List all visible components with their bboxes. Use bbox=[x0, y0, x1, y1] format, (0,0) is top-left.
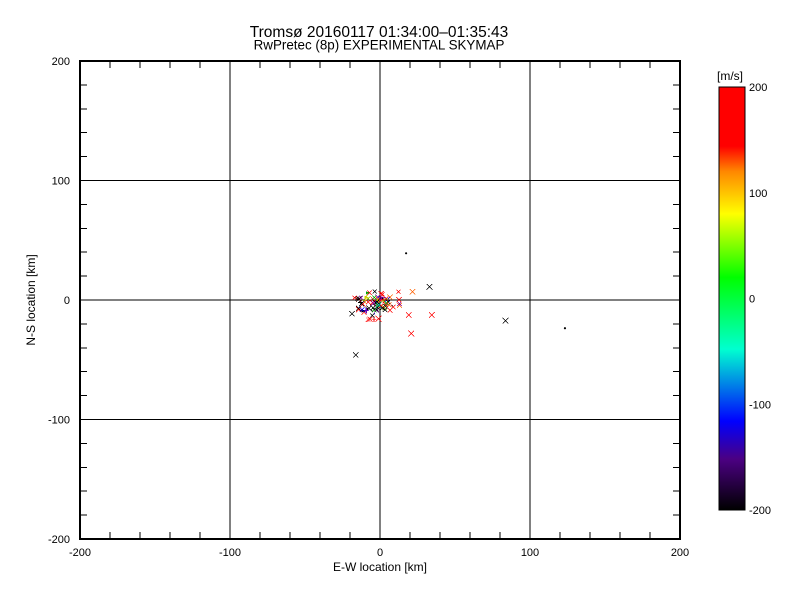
svg-text:-100: -100 bbox=[219, 547, 241, 559]
svg-text:-200: -200 bbox=[69, 547, 91, 559]
svg-text:200: 200 bbox=[749, 82, 767, 94]
svg-text:100: 100 bbox=[749, 188, 767, 200]
svg-text:[m/s]: [m/s] bbox=[717, 69, 743, 83]
svg-text:-100: -100 bbox=[749, 399, 771, 411]
svg-text:100: 100 bbox=[521, 547, 539, 559]
svg-text:-200: -200 bbox=[749, 505, 771, 517]
svg-text:0: 0 bbox=[377, 547, 383, 559]
svg-text:-100: -100 bbox=[48, 415, 70, 427]
svg-text:100: 100 bbox=[52, 176, 70, 188]
svg-text:-200: -200 bbox=[48, 534, 70, 546]
svg-text:N-S location [km]: N-S location [km] bbox=[24, 254, 38, 345]
svg-text:200: 200 bbox=[52, 56, 70, 68]
svg-text:0: 0 bbox=[64, 295, 70, 307]
svg-text:RwPretec (8p) EXPERIMENTAL SK: RwPretec (8p) EXPERIMENTAL SKYMAP bbox=[254, 38, 505, 53]
svg-text:0: 0 bbox=[749, 294, 755, 306]
svg-text:200: 200 bbox=[671, 547, 689, 559]
svg-text:E-W location [km]: E-W location [km] bbox=[333, 560, 427, 574]
